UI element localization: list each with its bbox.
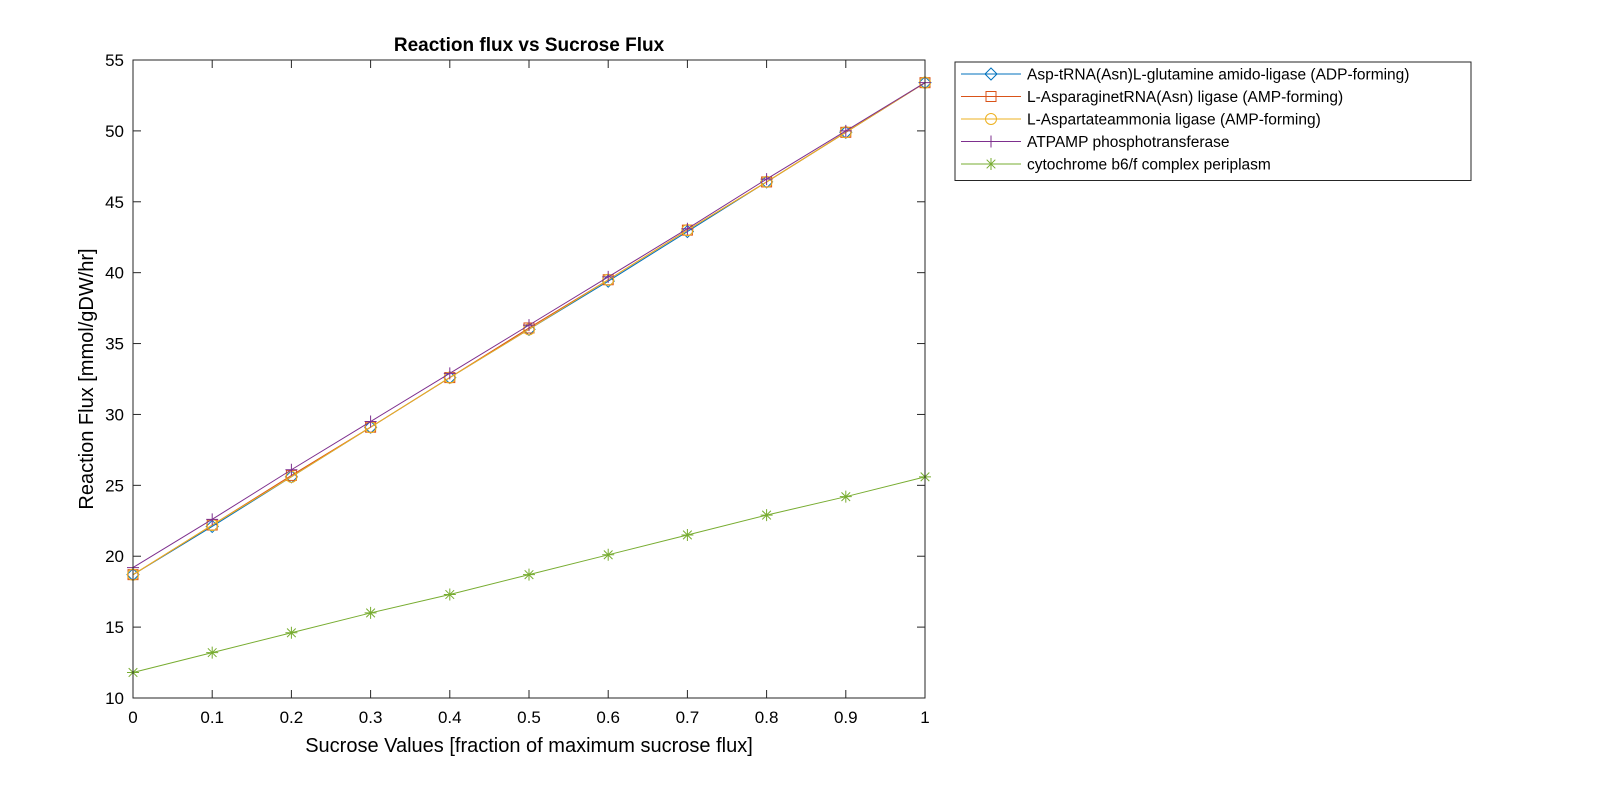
y-tick-label: 50 (105, 122, 124, 141)
x-tick-label: 0.8 (755, 708, 779, 727)
legend-swatch-marker (985, 158, 997, 170)
series-5-point (285, 626, 298, 639)
series-4-point (681, 222, 694, 235)
series-1-point (680, 224, 695, 239)
series-5-point (760, 509, 773, 522)
x-tick-label: 0.4 (438, 708, 462, 727)
y-tick-label: 55 (105, 51, 124, 70)
series-5-point (206, 646, 219, 659)
legend-label: L-Aspartateammonia ligase (AMP-forming) (1027, 112, 1321, 129)
legend-entry-2: L-AsparaginetRNA(Asn) ligase (AMP-formin… (961, 89, 1343, 106)
series-5-point (364, 606, 377, 619)
y-tick-label: 25 (105, 476, 124, 495)
legend-swatch-marker (985, 113, 997, 125)
legend-swatch-marker (985, 91, 997, 102)
series-4-point (364, 415, 377, 428)
x-tick-label: 0.1 (200, 708, 224, 727)
x-tick-label: 0.7 (676, 708, 700, 727)
series-4-point (285, 463, 298, 476)
x-tick-label: 0.9 (834, 708, 858, 727)
y-tick-label: 20 (105, 547, 124, 566)
y-axis-label: Reaction Flux [mmol/gDW/hr] (76, 248, 98, 509)
x-tick-label: 0 (128, 708, 137, 727)
axes-layer: 0 0.1 0.2 0.3 0.4 0.5 0.6 0.7 0.8 0.9 1 10 15 20 25 30 3… (105, 51, 930, 727)
series-5-point (602, 548, 615, 561)
legend-entry-5: cytochrome b6/f complex periplasm (961, 157, 1271, 174)
y-tick-label: 15 (105, 618, 124, 637)
legend-entry-1: Asp-tRNA(Asn)L-glutamine amido-ligase (A… (961, 67, 1409, 84)
series-5-point (523, 568, 535, 581)
legend: Asp-tRNA(Asn)L-glutamine amido-ligase (A… (954, 61, 1472, 181)
legend-label: ATPAMP phosphotransferase (1027, 134, 1229, 151)
legend-label: cytochrome b6/f complex periplasm (1027, 157, 1271, 174)
series-4-point (839, 124, 852, 137)
plot-area (133, 60, 925, 698)
legend-label: L-AsparaginetRNA(Asn) ligase (AMP-formin… (1027, 89, 1343, 106)
series-layer (126, 75, 932, 679)
x-tick-label: 0.2 (280, 708, 304, 727)
legend-swatch-marker (985, 135, 997, 148)
legend-box (954, 61, 1472, 181)
x-tick-label: 0.6 (596, 708, 620, 727)
series-5-point (681, 528, 694, 541)
y-tick-label: 40 (105, 264, 124, 283)
x-tick-label: 0.5 (517, 708, 541, 727)
series-5-point (839, 490, 852, 503)
y-tick-label: 35 (105, 335, 124, 354)
series-4 (127, 76, 931, 574)
x-tick-label: 0.3 (359, 708, 383, 727)
legend-swatch-marker (984, 67, 998, 81)
legend-label: Asp-tRNA(Asn)L-glutamine amido-ligase (A… (1027, 67, 1409, 84)
x-axis-label: Sucrose Values [fraction of maximum sucr… (305, 735, 753, 757)
y-tick-label: 30 (105, 405, 124, 424)
series-4-point (760, 173, 773, 186)
series-4-point (443, 367, 456, 380)
y-tick-label: 10 (105, 689, 124, 708)
series-4-point (602, 270, 615, 283)
x-tick-label: 1 (920, 708, 929, 727)
legend-entry-4: ATPAMP phosphotransferase (961, 134, 1229, 151)
series-4-point (206, 513, 219, 526)
series-1-point (205, 519, 219, 534)
series-4-point (523, 319, 535, 332)
legend-entry-3: L-Aspartateammonia ligase (AMP-forming) (961, 112, 1321, 129)
chart-title: Reaction flux vs Sucrose Flux (394, 35, 665, 56)
series-5-point (443, 588, 456, 601)
y-tick-label: 45 (105, 193, 124, 212)
